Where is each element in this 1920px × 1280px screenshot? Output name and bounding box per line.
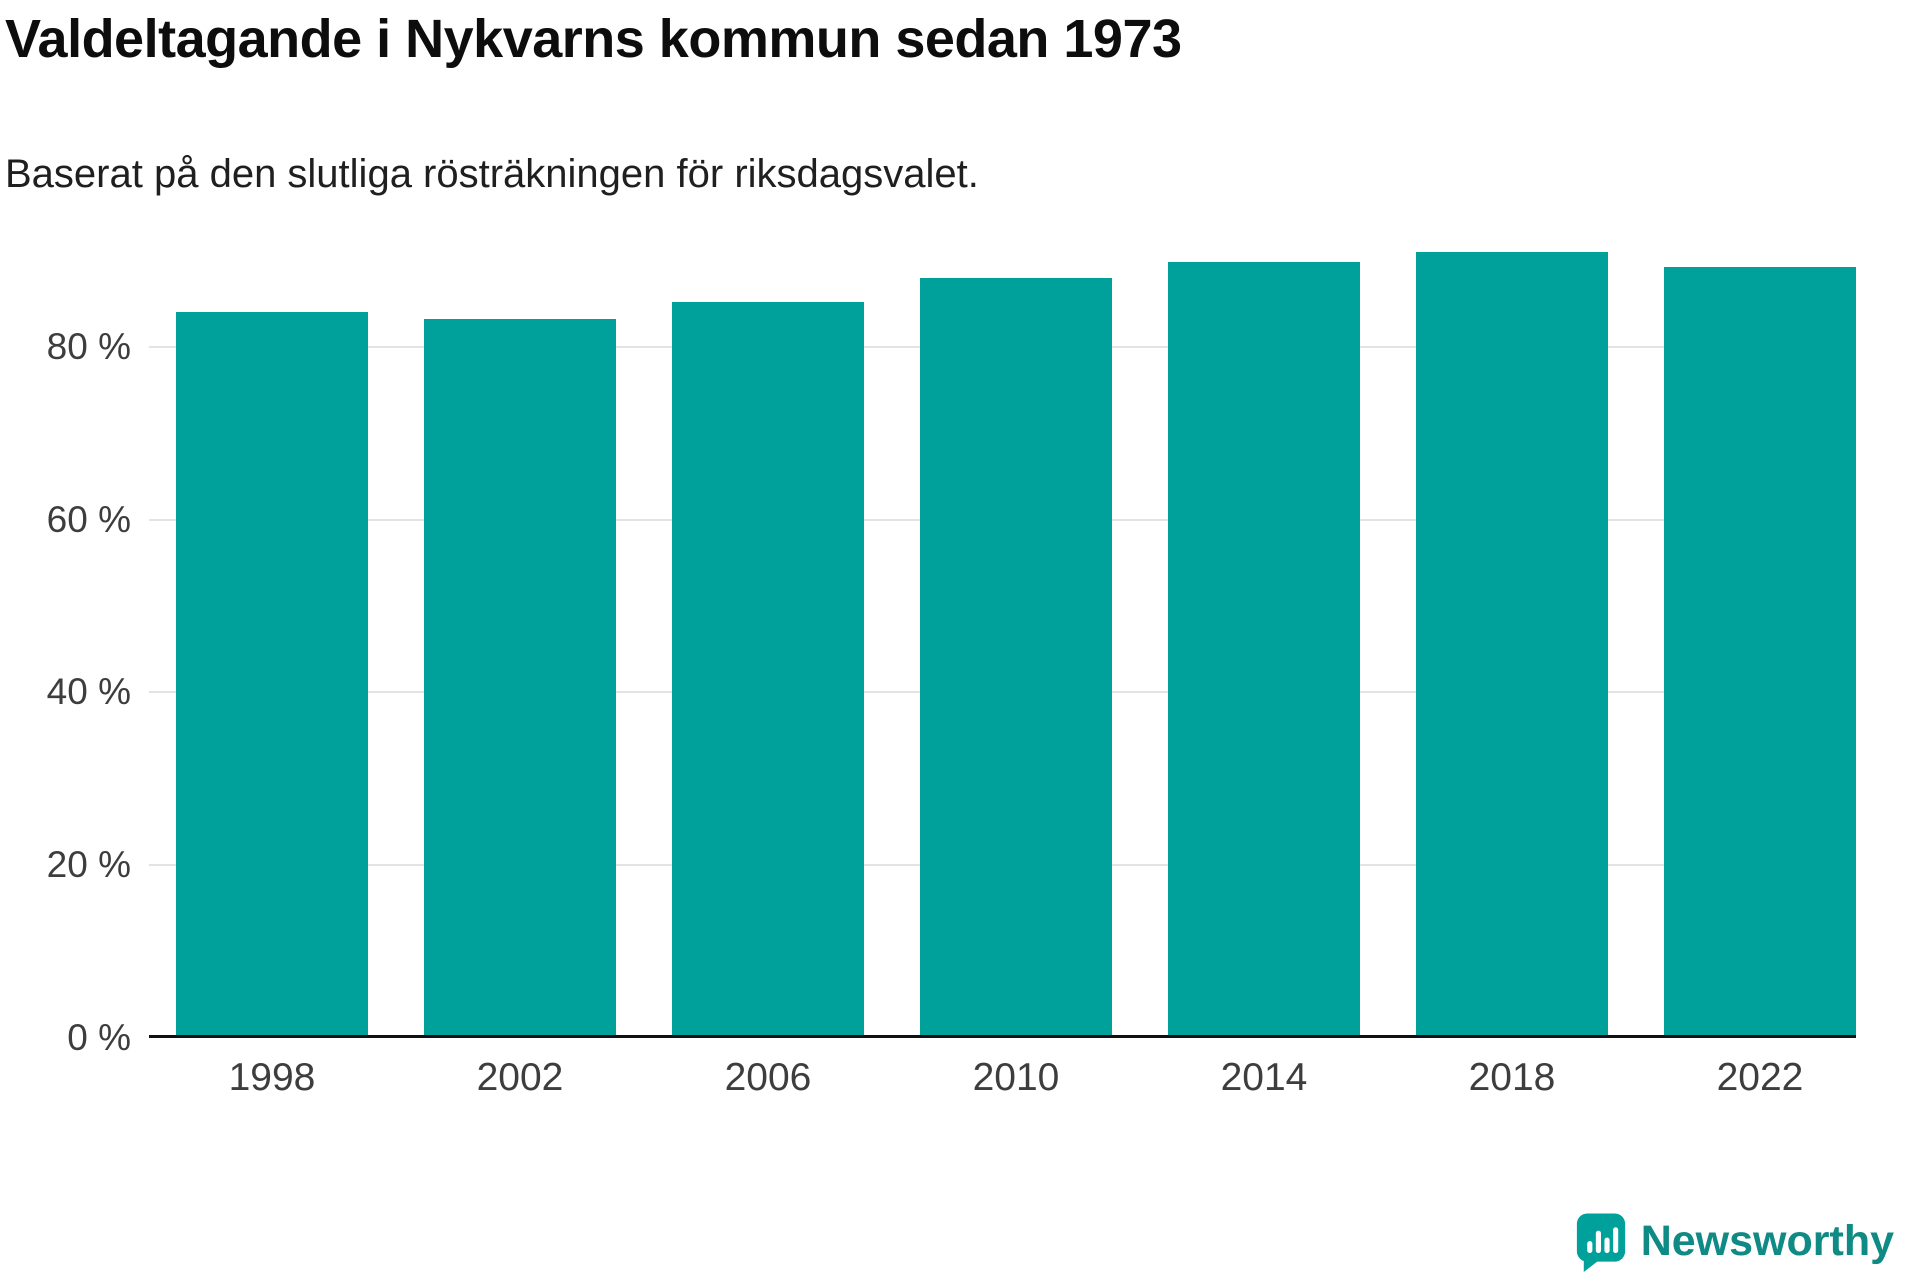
brand-footer: Newsworthy [1573,1210,1894,1272]
bar-2014 [1168,262,1360,1038]
chart-subtitle: Baserat på den slutliga rösträkningen fö… [5,152,979,196]
x-tick-label-2022: 2022 [1716,1056,1804,1099]
y-tick-label-20: 20 % [46,844,131,886]
x-tick-label-2006: 2006 [724,1056,812,1099]
bar-2010 [920,277,1112,1038]
bar-2018 [1416,251,1608,1038]
chart-title: Valdeltagande i Nykvarns kommun sedan 19… [5,9,1182,69]
x-axis-labels: 1998 2002 2006 2010 2014 2018 2022 [149,1056,1856,1100]
x-tick-label-2010: 2010 [972,1056,1060,1099]
x-tick-label-1998: 1998 [228,1056,316,1099]
bar-2006 [672,301,864,1038]
x-tick-label-2014: 2014 [1220,1056,1308,1099]
brand-name: Newsworthy [1640,1216,1894,1265]
bar-chart-plot [149,174,1856,1038]
bar-1998 [176,312,368,1038]
x-tick-label-2002: 2002 [476,1056,564,1099]
y-tick-label-60: 60 % [46,498,131,540]
newsworthy-logo-icon [1576,1213,1625,1272]
x-tick-label-2018: 2018 [1468,1056,1556,1099]
y-tick-label-0: 0 % [67,1017,131,1058]
bar-series [149,174,1856,1038]
bar-2002 [424,319,616,1038]
y-tick-label-80: 80 % [46,325,131,367]
y-axis-labels: 0 % 20 % 40 % 60 % 80 % [0,174,131,1058]
x-axis-line [149,1035,1856,1038]
y-tick-label-40: 40 % [46,671,131,713]
bar-2022 [1664,267,1856,1038]
